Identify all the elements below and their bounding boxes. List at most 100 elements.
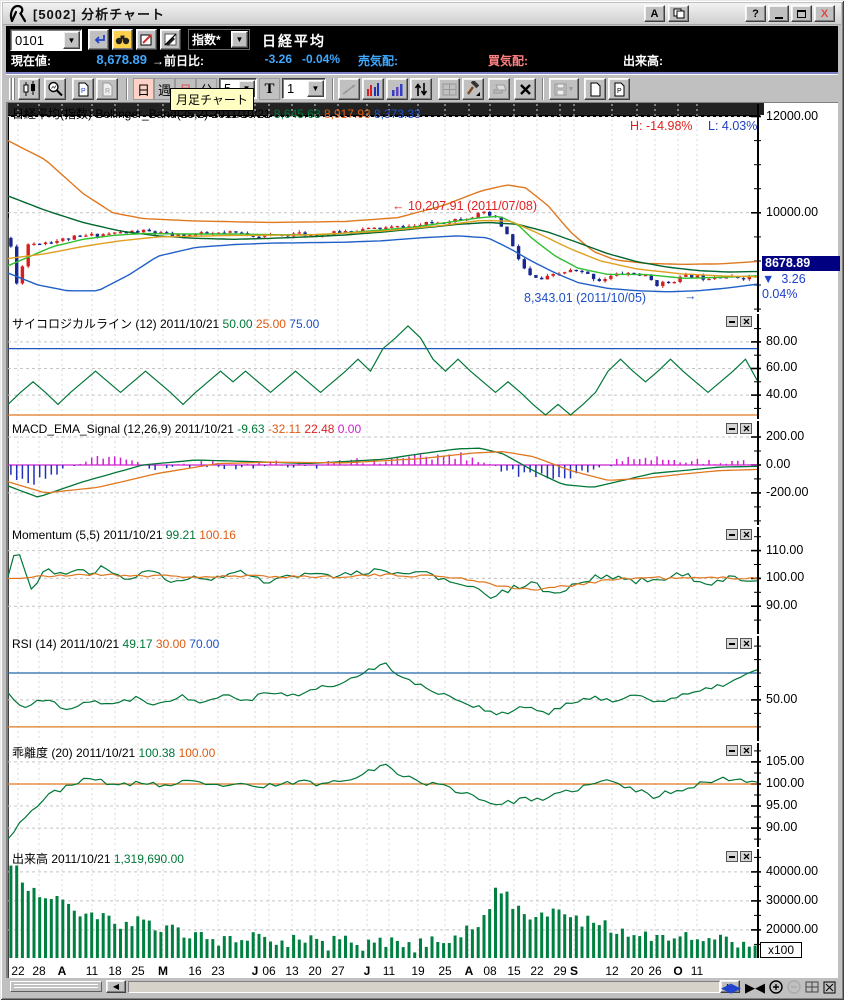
zoom-out-icon[interactable] — [787, 980, 801, 994]
ask-label: 売気配: — [358, 54, 398, 68]
trendline-button[interactable] — [338, 78, 360, 100]
close-box-icon[interactable] — [823, 981, 836, 994]
copy-icon — [673, 8, 684, 19]
y-axis-label: 95.00 — [766, 798, 798, 812]
panel-minimize-button[interactable] — [726, 423, 738, 434]
tick-button[interactable]: T — [259, 78, 280, 100]
help-button[interactable]: ? — [745, 5, 766, 22]
save-dropdown-arrow: ▼ — [567, 85, 575, 93]
bar-count-combobox[interactable]: 1 ▼ — [282, 78, 326, 99]
chart-panel-volume[interactable] — [8, 849, 764, 958]
toolbar-separator — [126, 78, 128, 100]
chart-panel-momentum[interactable] — [8, 527, 764, 634]
chart-panel-macd[interactable] — [8, 421, 764, 525]
panel-close-button[interactable] — [740, 851, 752, 862]
print-page-button[interactable] — [584, 78, 606, 100]
market-type-dropdown-button[interactable]: ▼ — [231, 31, 248, 48]
x-axis-tick — [8, 128, 9, 131]
chart-panel-kairi[interactable] — [8, 743, 764, 847]
symbol-code-input[interactable]: 0101 — [15, 32, 44, 48]
x-axis-tick — [8, 165, 9, 170]
expand-bars-icon[interactable]: ◀▶ — [721, 979, 741, 995]
panel-minimize-button[interactable] — [726, 851, 738, 862]
period-week-button[interactable]: 週 — [154, 78, 175, 100]
save-button[interactable]: ▼ — [549, 78, 579, 100]
x-axis-label: 22 — [11, 964, 25, 978]
hammer-icon — [467, 81, 480, 96]
volume-chart-button[interactable] — [386, 78, 408, 100]
panel-close-button[interactable] — [740, 745, 752, 756]
draw-tool-button[interactable] — [462, 78, 484, 100]
scrollbar-grip[interactable] — [10, 981, 102, 992]
eraser-button[interactable] — [488, 78, 510, 100]
chart-area[interactable]: H: -14.98% L: 4.03% ← 10,207.91 (2011/07/0… — [6, 103, 840, 978]
chart-panel-main[interactable]: H: -14.98% L: 4.03% ← 10,207.91 (2011/07/0… — [8, 104, 764, 312]
zoom-button[interactable] — [44, 78, 66, 100]
candle-chart-button[interactable] — [18, 78, 40, 100]
minimize-button[interactable] — [768, 5, 789, 22]
x-axis-label: 26 — [648, 964, 662, 978]
grid-layout-button[interactable] — [438, 78, 460, 100]
copy-page-button[interactable]: P — [72, 78, 94, 100]
blue-bars-icon — [391, 83, 402, 96]
font-button[interactable]: A — [644, 5, 665, 22]
scroll-right-button[interactable]: ▶ — [720, 980, 740, 993]
svg-text:P: P — [617, 88, 622, 95]
panel-close-button[interactable] — [740, 423, 752, 434]
paste-page-button[interactable]: R — [96, 78, 118, 100]
bar-count-dropdown[interactable]: ▼ — [307, 80, 324, 97]
symbol-code-combobox[interactable]: 0101 ▼ — [10, 29, 82, 51]
memo-button[interactable] — [136, 29, 157, 50]
x-axis-label: 08 — [483, 964, 497, 978]
y-axis-label: 80.00 — [766, 334, 798, 348]
x-axis-tick — [8, 123, 9, 128]
symbol-name: 日経平均 — [262, 33, 326, 49]
enter-button[interactable] — [88, 29, 109, 50]
minimize-icon — [774, 16, 783, 19]
up-down-arrows-icon — [414, 82, 428, 96]
toolbar-separator — [332, 78, 334, 100]
search-button[interactable] — [112, 29, 133, 50]
maximize-button[interactable] — [791, 5, 812, 22]
panel-minimize-button[interactable] — [726, 638, 738, 649]
panel-minimize-button[interactable] — [726, 529, 738, 540]
panel-close-button[interactable] — [740, 529, 752, 540]
panel-header-text: 100.38 — [138, 746, 179, 760]
panel-minimize-button[interactable] — [726, 745, 738, 756]
copy-window-button[interactable] — [668, 5, 689, 22]
x-axis-tick — [8, 173, 9, 176]
panel-header-text: 99.21 — [165, 528, 200, 542]
x-axis-tick — [8, 187, 9, 190]
full-range-icon[interactable] — [805, 981, 819, 993]
draw-note-button[interactable] — [160, 29, 181, 50]
updown-button[interactable] — [410, 78, 432, 100]
title-bar[interactable]: [5002] 分析チャート A ? X — [3, 3, 841, 25]
x-axis-label: 12 — [605, 964, 619, 978]
x-axis-label: 11 — [382, 964, 396, 978]
delete-button[interactable] — [514, 78, 536, 100]
x-axis-label: A — [464, 964, 474, 978]
chart-panel-rsi[interactable] — [8, 636, 764, 741]
panel-buttons — [726, 316, 752, 327]
shrink-bars-icon[interactable]: ▶◀ — [745, 979, 765, 995]
chart-panel-psy[interactable] — [8, 314, 764, 419]
panel-header-text: 8,645.63 — [273, 107, 324, 121]
panel-header-text: 1,319,690.00 — [113, 852, 184, 866]
x-axis-label: 20 — [630, 964, 644, 978]
panel-close-button[interactable] — [740, 316, 752, 327]
symbol-code-dropdown-button[interactable]: ▼ — [63, 31, 80, 49]
panel-separator — [8, 113, 764, 115]
market-type-select[interactable]: 指数* ▼ — [188, 29, 250, 50]
panel-close-button[interactable] — [740, 638, 752, 649]
zoom-in-icon[interactable] — [769, 980, 783, 994]
compare-chart-button[interactable] — [362, 78, 384, 100]
toolbar-grip[interactable] — [9, 78, 12, 100]
close-button[interactable]: X — [814, 5, 835, 22]
scroll-left-button[interactable]: ◀ — [106, 980, 126, 993]
period-day-button[interactable]: 日 — [133, 78, 154, 100]
scrollbar-track[interactable] — [128, 981, 720, 993]
x-axis-tick — [8, 156, 9, 159]
print-setup-button[interactable]: P — [608, 78, 630, 100]
current-price-label: 現在値: — [11, 54, 51, 68]
panel-minimize-button[interactable] — [726, 316, 738, 327]
